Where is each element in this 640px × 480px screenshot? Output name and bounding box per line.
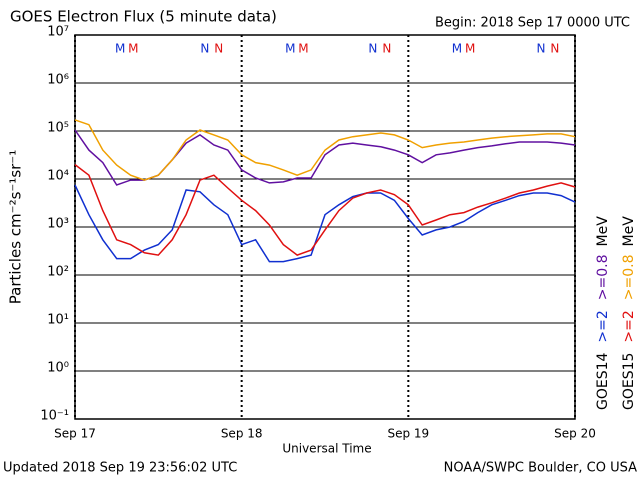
legend-unit: MeV <box>595 216 611 247</box>
y-tick-label: 10² <box>47 265 69 280</box>
series-line <box>74 129 576 186</box>
annotation: M <box>128 42 138 56</box>
chart-subtitle: Begin: 2018 Sep 17 0000 UTC <box>435 16 630 31</box>
annotation: N <box>550 42 559 56</box>
y-tick-label: 10⁶ <box>47 73 69 88</box>
x-axis-label: Universal Time <box>282 442 371 456</box>
x-tick-label: Sep 18 <box>221 427 263 441</box>
legend-entry: >=0.8 <box>595 254 611 300</box>
x-tick-label: Sep 19 <box>387 427 429 441</box>
y-axis-label: Particles cm⁻²s⁻¹sr⁻¹ <box>7 150 25 304</box>
y-tick-label: 10⁴ <box>47 169 69 184</box>
footer-left: Updated 2018 Sep 19 23:56:02 UTC <box>3 461 237 476</box>
y-tick-label: 10⁻¹ <box>40 409 69 424</box>
y-tick-label: 10¹ <box>47 313 69 328</box>
series-line <box>74 119 576 181</box>
annotation: N <box>200 42 209 56</box>
x-tick-label: Sep 17 <box>54 427 96 441</box>
annotation: M <box>298 42 308 56</box>
annotation: M <box>452 42 462 56</box>
legend-entry: >=0.8 <box>621 254 637 300</box>
annotation: M <box>285 42 295 56</box>
series-line <box>74 184 576 263</box>
annotation: N <box>214 42 223 56</box>
footer-right: NOAA/SWPC Boulder, CO USA <box>444 461 637 476</box>
chart-title: GOES Electron Flux (5 minute data) <box>10 8 277 26</box>
annotation: M <box>465 42 475 56</box>
legend-satellite: GOES14 <box>595 352 611 410</box>
legend: GOES14 >=2 >=0.8 MeV <box>595 216 611 410</box>
legend: GOES15 >=2 >=0.8 MeV <box>621 216 637 410</box>
y-tick-label: 10⁷ <box>47 25 69 40</box>
y-tick-label: 10³ <box>47 217 69 232</box>
legend-satellite: GOES15 <box>621 353 637 410</box>
x-tick-label: Sep 20 <box>554 427 596 441</box>
legend-entry: >=2 <box>595 310 611 342</box>
series-line <box>74 164 576 256</box>
legend-unit: MeV <box>621 216 637 247</box>
y-tick-label: 10⁰ <box>47 361 69 376</box>
legend-entry: >=2 <box>621 310 637 342</box>
annotation: N <box>382 42 391 56</box>
plot-frame <box>74 34 576 420</box>
annotation: N <box>368 42 377 56</box>
y-tick-label: 10⁵ <box>47 121 69 136</box>
annotation: M <box>115 42 125 56</box>
annotation: N <box>536 42 545 56</box>
